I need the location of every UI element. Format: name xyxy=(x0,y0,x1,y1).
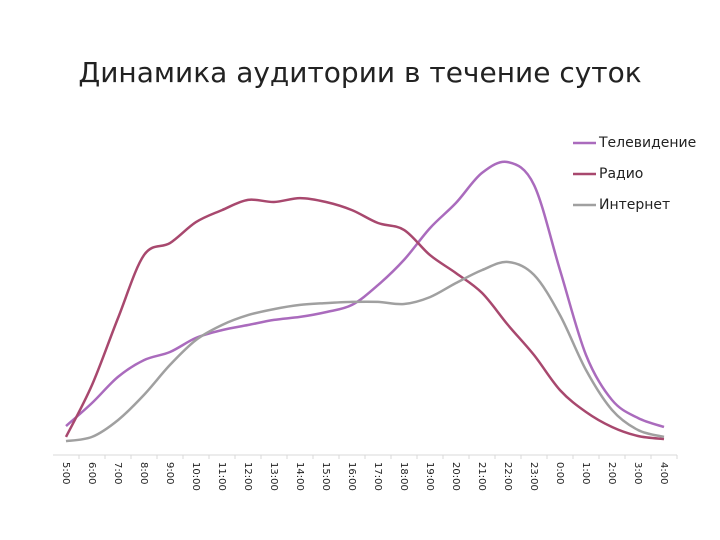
chart-title: Динамика аудитории в течение суток xyxy=(78,56,641,89)
x-tick-label: 11:00 xyxy=(216,462,227,491)
x-tick-label: 13:00 xyxy=(268,462,279,491)
series-line xyxy=(65,260,665,443)
x-tick-label: 23:00 xyxy=(528,462,539,491)
series-line xyxy=(65,160,665,429)
x-tick-label: 2:00 xyxy=(606,462,617,484)
series-line xyxy=(64,196,665,441)
x-tick-label: 10:00 xyxy=(190,462,201,491)
x-tick-label: 9:00 xyxy=(164,462,175,484)
legend-label: Телевидение xyxy=(598,135,696,151)
x-tick-label: 18:00 xyxy=(398,462,409,491)
x-tick-label: 0:00 xyxy=(554,462,565,484)
x-tick-label: 12:00 xyxy=(242,462,253,491)
x-tick-label: 14:00 xyxy=(294,462,305,491)
x-tick-label: 16:00 xyxy=(346,462,357,491)
x-tick-label: 5:00 xyxy=(60,462,71,484)
x-tick-label: 22:00 xyxy=(502,462,513,491)
x-tick-label: 3:00 xyxy=(632,462,643,484)
x-tick-label: 20:00 xyxy=(450,462,461,491)
x-tick-label: 7:00 xyxy=(112,462,123,484)
x-tick-label: 21:00 xyxy=(476,462,487,491)
x-tick-label: 19:00 xyxy=(424,462,435,491)
x-tick-label: 8:00 xyxy=(138,462,149,484)
x-tick-label: 15:00 xyxy=(320,462,331,491)
x-tick-label: 4:00 xyxy=(658,462,669,484)
x-tick-label: 1:00 xyxy=(580,462,591,484)
x-tick-label: 17:00 xyxy=(372,462,383,491)
legend-label: Радио xyxy=(599,166,643,182)
legend-label: Интернет xyxy=(599,197,670,213)
x-tick-label: 6:00 xyxy=(86,462,97,484)
